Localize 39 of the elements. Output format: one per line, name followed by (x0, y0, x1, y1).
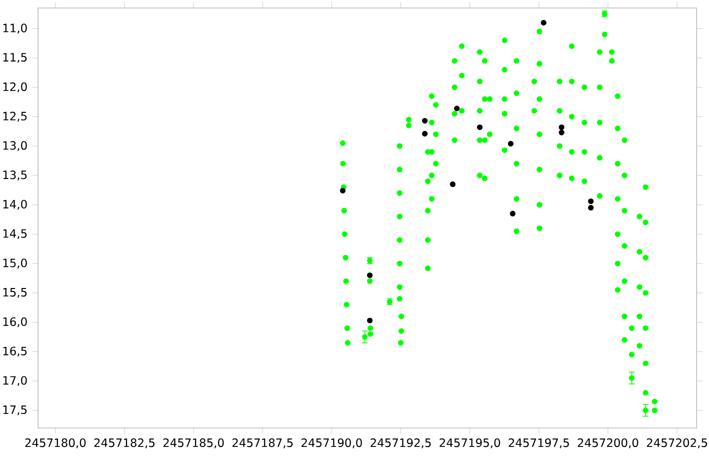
y-tick-label: 12,5 (3, 112, 27, 122)
point (454, 106, 460, 112)
y-tick-label: 11,5 (3, 53, 27, 63)
y-tick-label: 17,0 (3, 376, 27, 386)
x-tick-label: 2457180,0 (25, 438, 86, 448)
point (588, 198, 594, 204)
point (508, 140, 514, 146)
y-tick-label: 16,0 (3, 317, 27, 328)
point (450, 181, 456, 188)
y-tick-label: 12,0 (3, 82, 27, 92)
x-tick-label: 2457190,0 (302, 438, 362, 448)
point (558, 124, 564, 130)
point (510, 210, 516, 216)
point (367, 318, 373, 324)
x-tick-label: 2457195,0 (440, 438, 500, 448)
x-tick-label: 2457192,5 (370, 438, 431, 448)
y-tick-label: 14,0 (3, 200, 27, 210)
point (558, 130, 564, 136)
x-tick-label: 2457200,0 (578, 438, 638, 448)
y-tick-label: 17,5 (3, 406, 27, 416)
point (588, 204, 594, 211)
point (422, 130, 428, 137)
y-tick-label: 13,5 (3, 170, 27, 180)
y-tick-label: 13,0 (3, 141, 27, 151)
x-tick-label: 2457197,5 (508, 438, 569, 448)
x-tick-label: 2457182,5 (94, 438, 154, 448)
y-tick-label: 14,5 (3, 229, 27, 239)
y-tick-label: 15,0 (3, 258, 27, 268)
point (476, 124, 483, 130)
point (340, 188, 346, 194)
y-tick-label: 16,5 (3, 346, 27, 357)
y-tick-label: 11,0 (3, 24, 27, 34)
point (540, 20, 546, 26)
x-tick-label: 2457185,0 (163, 438, 224, 448)
point (422, 118, 428, 124)
x-tick-label: 2457187,5 (232, 438, 293, 448)
x-tick-label: 2457202,5 (646, 438, 708, 448)
y-tick-label: 15,5 (3, 288, 27, 298)
point (367, 272, 373, 278)
